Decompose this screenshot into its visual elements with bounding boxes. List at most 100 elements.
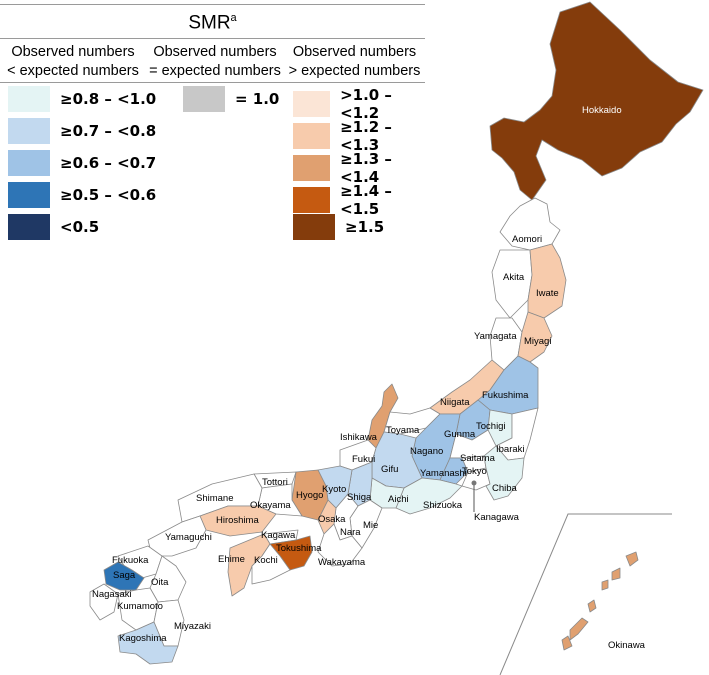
legend-swatch <box>293 91 331 117</box>
label-saga: Saga <box>113 570 136 581</box>
label-tokushima: Tokushima <box>276 543 322 554</box>
legend-column-header-equal: Observed numbers = expected numbers <box>146 43 284 81</box>
label-fukuoka: Fukuoka <box>112 555 149 566</box>
legend-label: ≥1.5 <box>345 218 385 236</box>
label-ehime: Ehime <box>218 554 245 565</box>
label-tottori: Tottori <box>262 477 288 488</box>
region-chiba <box>483 445 525 501</box>
legend-header-rule <box>0 82 425 83</box>
label-shimane: Shimane <box>196 493 234 504</box>
region-kagoshima <box>117 621 179 665</box>
label-okinawa: Okinawa <box>608 640 646 651</box>
label-miyazaki: Miyazaki <box>174 621 211 632</box>
region-kanagawa <box>461 467 491 491</box>
legend-row-above-0: >1.0 – <1.2 <box>293 86 425 122</box>
legend-swatch <box>8 118 50 144</box>
label-yamanashi: Yamanashi <box>420 468 467 479</box>
label-shizuoka: Shizuoka <box>423 500 463 511</box>
label-tochigi: Tochigi <box>476 421 506 432</box>
legend-row-below-0: ≥0.8 – <1.0 <box>8 86 156 112</box>
region-okinawa <box>561 551 639 651</box>
label-shiga: Shiga <box>347 492 372 503</box>
label-fukushima: Fukushima <box>482 390 529 401</box>
legend-title-rule <box>0 38 425 39</box>
smr-legend: SMRa Observed numbers < expected numbers… <box>0 0 425 247</box>
label-osaka: Osaka <box>318 514 346 525</box>
label-chiba: Chiba <box>492 483 518 494</box>
label-yamagata: Yamagata <box>474 331 517 342</box>
region-kochi <box>251 543 291 585</box>
legend-title: SMRa <box>0 12 425 34</box>
label-akita: Akita <box>503 272 525 283</box>
region-yamanashi <box>439 457 469 485</box>
label-niigata: Niigata <box>440 397 470 408</box>
legend-title-text: SMR <box>188 12 231 34</box>
legend-swatch <box>293 155 331 181</box>
legend-column-header-above: Observed numbers > expected numbers <box>284 43 425 81</box>
header-below-line2: < expected numbers <box>7 63 139 79</box>
legend-swatch <box>8 86 50 112</box>
label-kagoshima: Kagoshima <box>119 633 167 644</box>
region-akita <box>491 249 533 319</box>
legend-row-equal: = 1.0 <box>183 86 279 112</box>
label-wakayama: Wakayama <box>318 557 366 568</box>
label-toyama: Toyama <box>386 425 420 436</box>
region-nagasaki <box>89 583 119 621</box>
legend-label: ≥0.7 – <0.8 <box>60 122 157 140</box>
legend-swatch <box>8 182 50 208</box>
legend-swatch <box>8 214 50 240</box>
header-above-line2: > expected numbers <box>288 63 421 79</box>
label-kanagawa: Kanagawa <box>474 512 520 523</box>
label-gifu: Gifu <box>381 464 398 475</box>
label-aichi: Aichi <box>388 494 409 505</box>
legend-swatch <box>293 123 331 149</box>
region-hokkaido <box>489 1 704 201</box>
label-ishikawa: Ishikawa <box>340 432 378 443</box>
legend-label: <0.5 <box>60 218 100 236</box>
legend-row-below-4: <0.5 <box>8 214 99 240</box>
okinawa-inset-frame <box>499 513 672 675</box>
label-hyogo: Hyogo <box>296 490 323 501</box>
label-yamaguchi: Yamaguchi <box>165 532 212 543</box>
legend-row-below-2: ≥0.6 – <0.7 <box>8 150 156 176</box>
legend-row-above-3: ≥1.4 – <1.5 <box>293 182 425 218</box>
legend-swatch <box>293 187 331 213</box>
header-below-line1: Observed numbers <box>11 44 135 60</box>
tokyo-pin-icon <box>471 480 477 486</box>
legend-label: ≥1.2 – <1.3 <box>340 118 392 154</box>
label-nara: Nara <box>340 527 361 538</box>
label-saitama: Saitama <box>460 453 496 464</box>
region-shizuoka <box>395 477 463 515</box>
legend-swatch <box>183 86 225 112</box>
label-hokkaido: Hokkaido <box>582 105 622 116</box>
header-above-line1: Observed numbers <box>292 44 417 60</box>
label-fukui: Fukui <box>352 454 375 465</box>
label-nagano: Nagano <box>410 446 443 457</box>
region-miyagi <box>517 311 553 363</box>
legend-top-rule <box>0 4 425 5</box>
legend-label: >1.0 – <1.2 <box>340 86 392 122</box>
label-miyagi: Miyagi <box>524 336 551 347</box>
region-iwate <box>527 243 567 319</box>
label-kagawa: Kagawa <box>261 530 296 541</box>
legend-label: ≥1.3 – <1.4 <box>340 150 392 186</box>
legend-title-superscript: a <box>230 12 237 24</box>
legend-swatch <box>293 214 335 240</box>
label-tokyo: Tokyo <box>462 466 487 477</box>
legend-label: ≥0.8 – <1.0 <box>60 90 157 108</box>
label-okayama: Okayama <box>250 500 291 511</box>
label-hiroshima: Hiroshima <box>216 515 259 526</box>
legend-label: ≥0.5 – <0.6 <box>60 186 157 204</box>
header-equal-line2: = expected numbers <box>149 63 281 79</box>
label-nagasaki: Nagasaki <box>92 589 132 600</box>
region-hiroshima <box>199 505 277 537</box>
legend-row-above-2: ≥1.3 – <1.4 <box>293 150 425 186</box>
label-kyoto: Kyoto <box>322 484 346 495</box>
label-iwate: Iwate <box>536 288 559 299</box>
legend-label: = 1.0 <box>235 90 280 108</box>
label-oita: Oita <box>151 577 169 588</box>
legend-label: ≥0.6 – <0.7 <box>60 154 157 172</box>
region-saga <box>103 561 145 591</box>
header-equal-line1: Observed numbers <box>153 44 277 60</box>
